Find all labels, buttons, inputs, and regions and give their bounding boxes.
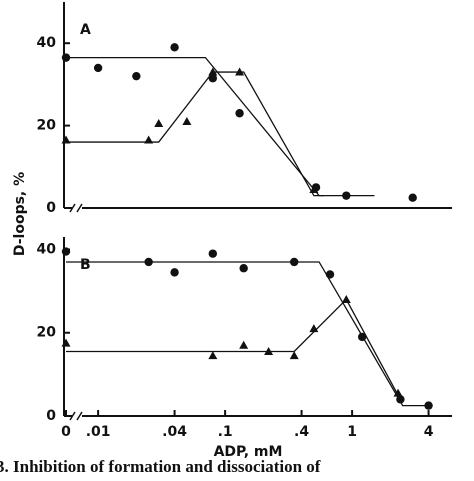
circle-point [342,191,351,200]
circle-point [61,53,71,62]
circle-point [144,257,153,267]
triangle-point [393,388,403,397]
x-tick-label: .04 [162,424,187,440]
x-axis-label: ADP, mM [214,444,283,460]
axis-break [69,203,83,213]
triangle-point [208,351,218,360]
circle-point [208,74,218,83]
y-tick-label: 0 [46,408,56,424]
triangle-point [208,67,218,76]
x-tick-label: 0 [61,424,71,440]
circle-point [235,109,244,118]
triangle-point [289,351,299,360]
circle-point [170,43,179,52]
triangle-point [61,338,71,347]
circle-point [290,257,299,267]
triangle-point [182,116,192,125]
triangle-point [239,340,249,349]
x-tick-label: .1 [218,424,233,440]
fit-line [66,298,399,396]
triangle-point [341,294,351,303]
y-tick-label: 20 [37,325,57,341]
triangle-point [235,67,245,76]
circle-point [208,249,218,258]
x-tick-label: 4 [424,424,434,440]
triangle-point [264,346,274,355]
y-axis-label: D-loops, % [12,172,28,256]
triangle-point [309,184,319,193]
circle-point [325,270,335,279]
x-tick-label: .01 [86,424,111,440]
fit-line [66,56,375,197]
axis-break [69,411,83,421]
x-tick-label: .4 [294,424,309,440]
circle-point [132,71,141,81]
triangle-point [309,324,319,333]
y-tick-label: 0 [46,200,56,216]
y-tick-label: 20 [37,118,57,134]
fit-line [66,71,324,197]
fit-line [66,261,429,407]
panel-label: A [80,22,91,38]
triangle-point [61,135,71,144]
caption: 3. Inhibition of formation and dissociat… [0,457,321,476]
circle-point [93,63,103,73]
x-tick-label: 1 [347,424,357,440]
circle-point [61,247,71,256]
circle-point [424,401,433,410]
panel-label: B [80,257,91,273]
circle-point [396,395,405,404]
y-tick-label: 40 [37,241,57,257]
circle-point [408,193,417,202]
triangle-point [144,135,154,144]
triangle-point [154,119,164,128]
circle-point [239,264,248,273]
circle-point [357,332,367,342]
circle-point [170,268,179,277]
y-tick-label: 40 [37,35,57,51]
